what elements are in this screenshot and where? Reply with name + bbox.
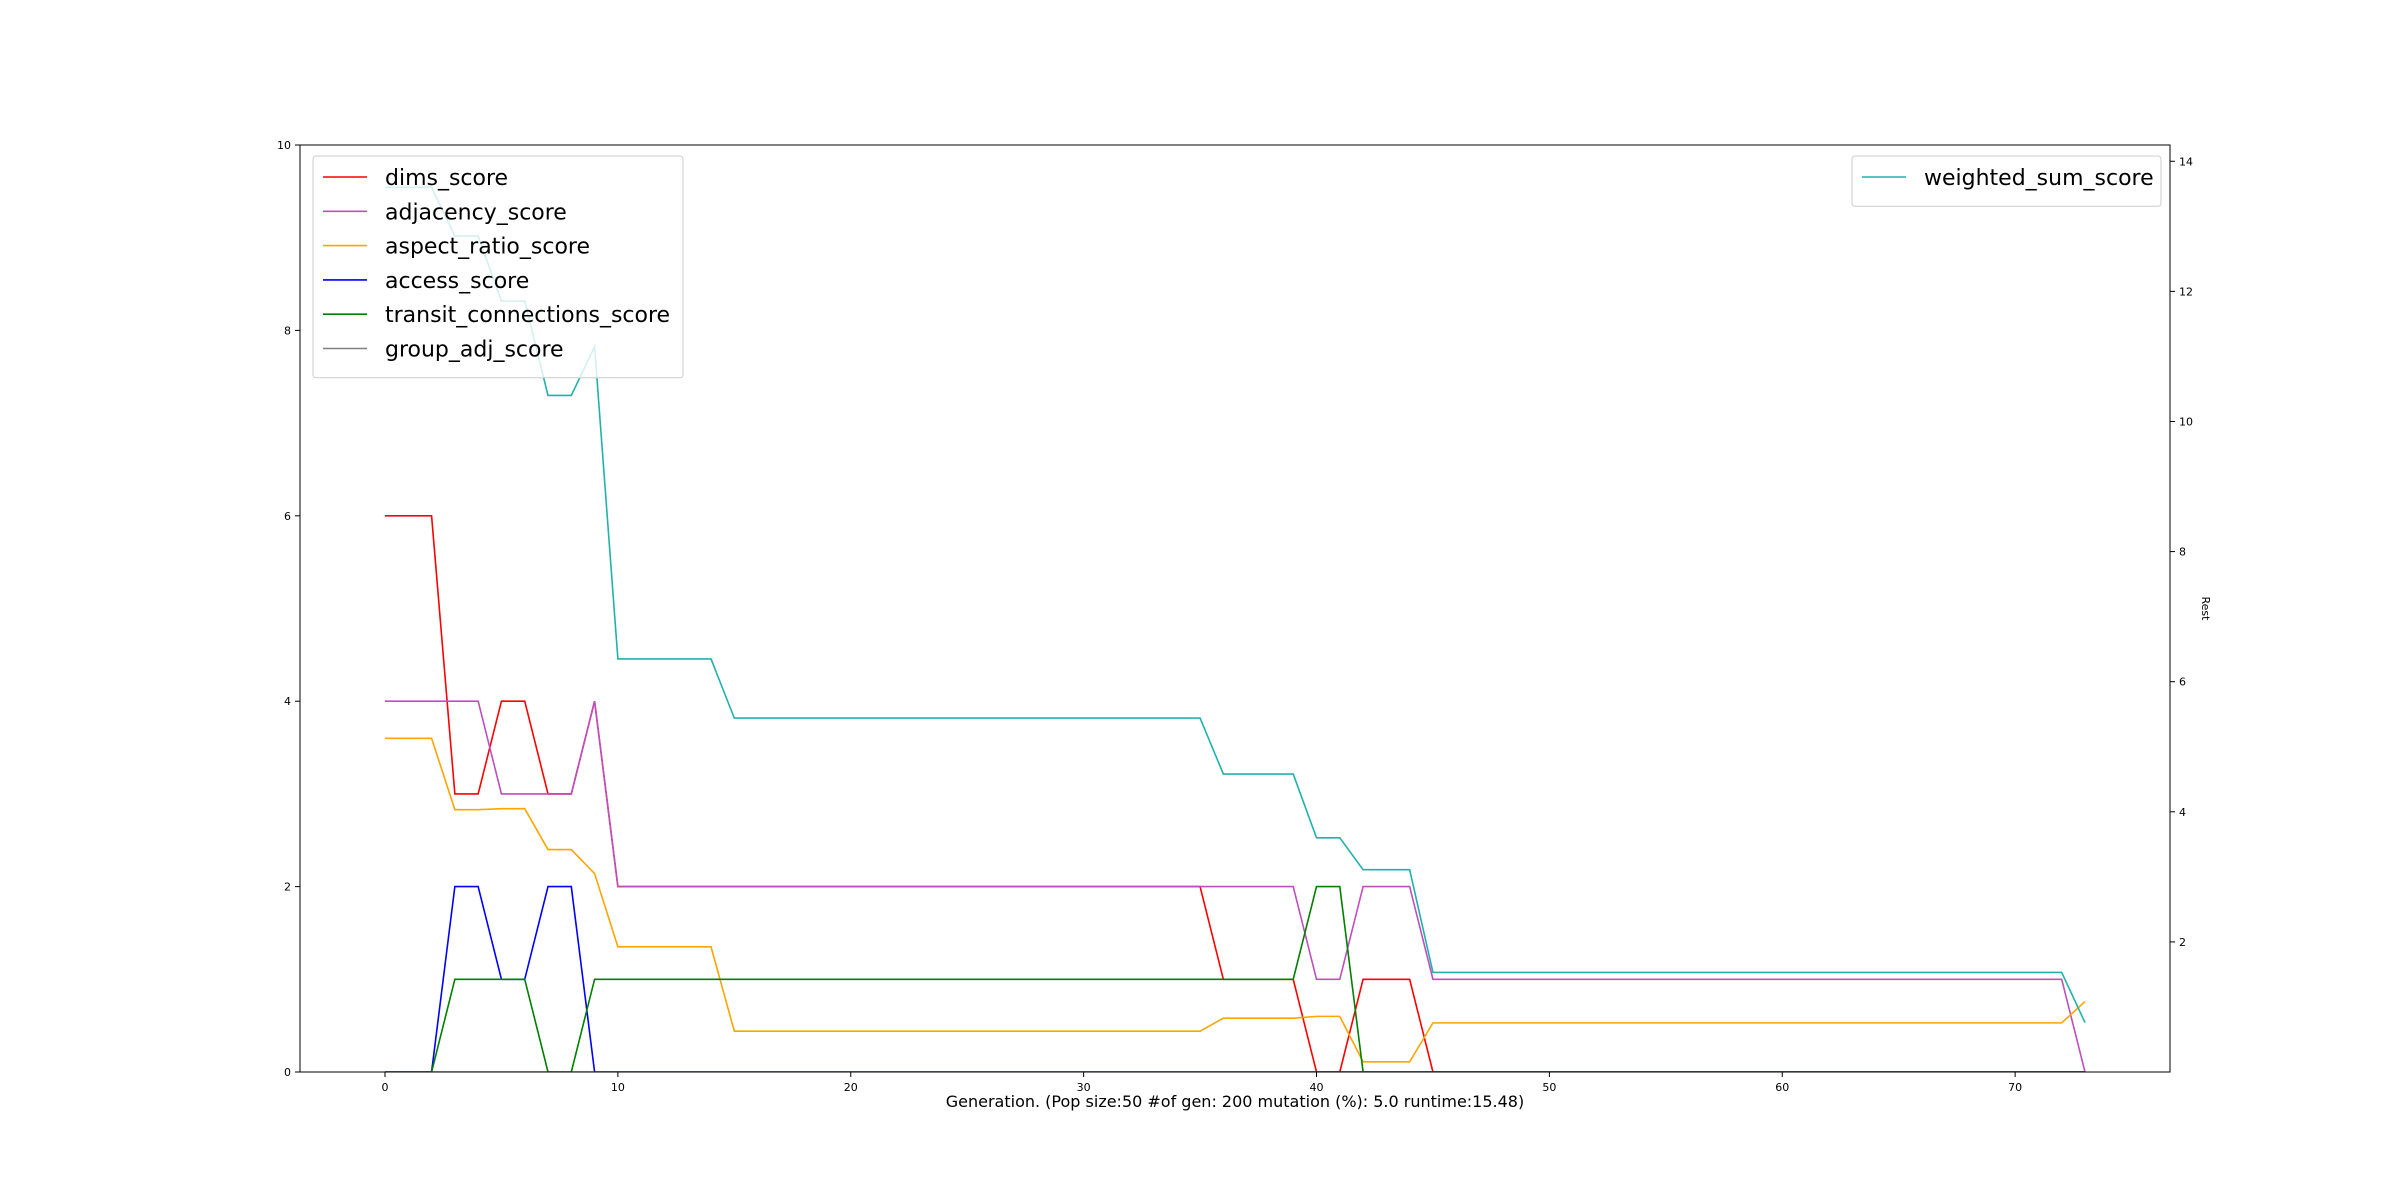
y-tick-label: 2	[284, 881, 291, 894]
y2-tick-label: 8	[2179, 546, 2186, 559]
legend-label-group_adj_score: group_adj_score	[385, 338, 564, 363]
y-tick-label: 10	[277, 139, 291, 152]
y-tick-label: 8	[284, 324, 291, 337]
series-lines	[385, 186, 2086, 1072]
y2-tick-label: 6	[2179, 676, 2186, 689]
y-tick-label: 6	[284, 510, 291, 523]
y2-tick-label: 2	[2179, 936, 2186, 949]
x-tick-label: 40	[1310, 1081, 1324, 1094]
y2-tick-label: 4	[2179, 806, 2186, 819]
x-tick-label: 60	[1775, 1081, 1789, 1094]
legend-box	[312, 155, 684, 379]
x-tick-label: 0	[382, 1081, 389, 1094]
series-line-transit_connections_score	[385, 885, 2085, 1072]
series-line-aspect_ratio_score	[385, 737, 2086, 1063]
y2-axis-ticks: 2 4 6 8 10 12 14	[2170, 155, 2193, 949]
y2-tick-label: 14	[2179, 155, 2193, 168]
x-axis-ticks: 0 10 20 30 40 50 60 70	[382, 1072, 2022, 1094]
y-tick-label: 4	[284, 695, 291, 708]
y-tick-label: 0	[284, 1066, 291, 1079]
x-tick-label: 10	[611, 1081, 625, 1094]
legend-right: weighted_sum_score	[1851, 155, 2162, 207]
legend-label-dims_score: dims_score	[385, 166, 508, 191]
x-tick-label: 20	[844, 1081, 858, 1094]
y2-tick-label: 10	[2179, 415, 2193, 428]
legend-label-weighted_sum_score: weighted_sum_score	[1924, 166, 2154, 191]
y2-tick-label: 12	[2179, 285, 2193, 298]
series-line-adjacency_score	[385, 700, 2086, 1072]
y-axis-ticks: 0 2 4 6 8 10	[277, 139, 300, 1079]
legend-left: dims_score adjacency_score aspect_ratio_sc…	[312, 155, 684, 379]
legend-box	[1851, 155, 2162, 207]
series-line-weighted_sum_score	[385, 186, 2086, 1023]
plot-frame	[299, 144, 2171, 1073]
x-tick-label: 50	[1542, 1081, 1556, 1094]
legend-label-adjacency_score: adjacency_score	[385, 200, 567, 225]
x-tick-label: 70	[2008, 1081, 2022, 1094]
x-tick-label: 30	[1077, 1081, 1091, 1094]
legend-label-access_score: access_score	[385, 269, 529, 294]
legend-label-aspect_ratio_score: aspect_ratio_score	[385, 235, 590, 260]
x-axis-label: Generation. (Pop size:50 #of gen: 200 mu…	[946, 1092, 1524, 1111]
y2-axis-label: Rest	[2199, 597, 2212, 622]
legend-label-transit_connections_score: transit_connections_score	[385, 303, 670, 328]
